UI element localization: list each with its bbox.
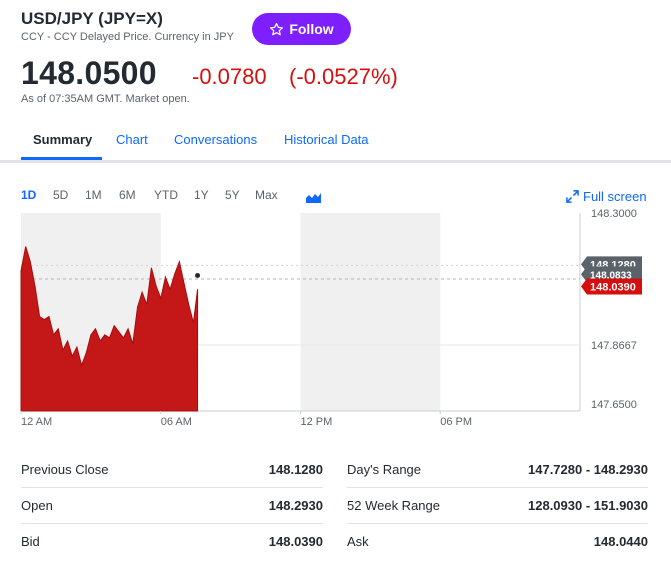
range-1m[interactable]: 1M xyxy=(85,188,102,202)
stat-label-52-week-range: 52 Week Range xyxy=(347,498,440,513)
page-title: USD/JPY (JPY=X) xyxy=(21,9,163,28)
session-band xyxy=(300,213,441,411)
stat-divider xyxy=(347,487,648,488)
stat-label-previous-close: Previous Close xyxy=(21,462,109,477)
stat-label-ask: Ask xyxy=(347,534,369,549)
range-5d[interactable]: 5D xyxy=(53,188,69,202)
x-tick-label: 06 PM xyxy=(440,416,472,428)
price-change: -0.0780 xyxy=(192,64,267,89)
market-status: As of 07:35AM GMT. Market open. xyxy=(21,93,190,105)
fullscreen-label: Full screen xyxy=(583,189,647,204)
expand-icon xyxy=(566,190,579,203)
price-flag: 148.0390 xyxy=(581,278,642,295)
stat-value-previous-close: 148.1280 xyxy=(268,462,323,477)
stat-value-days-range: 147.7280 - 148.2930 xyxy=(528,462,648,477)
stat-divider xyxy=(21,523,323,524)
current-price: 148.0500 xyxy=(21,55,157,91)
stat-label-open: Open xyxy=(21,498,53,513)
stat-value-open: 148.2930 xyxy=(268,498,323,513)
stat-divider xyxy=(347,523,648,524)
x-tick-label: 06 AM xyxy=(161,416,192,428)
price-flag-label: 148.0390 xyxy=(590,282,636,294)
range-6m[interactable]: 6M xyxy=(119,188,136,202)
range-max[interactable]: Max xyxy=(255,188,278,202)
stat-label-bid: Bid xyxy=(21,534,40,549)
y-tick-label: 147.8667 xyxy=(591,340,637,352)
follow-button[interactable]: Follow xyxy=(252,13,351,45)
y-tick-label: 147.6500 xyxy=(591,399,637,411)
fullscreen-button[interactable]: Full screen xyxy=(566,189,647,204)
quote-subtitle: CCY - CCY Delayed Price. Currency in JPY xyxy=(21,31,234,43)
tab-historical-data[interactable]: Historical Data xyxy=(284,132,369,147)
last-price-dot xyxy=(195,273,201,279)
x-tick-label: 12 AM xyxy=(21,416,52,428)
tabs-divider xyxy=(0,160,671,163)
range-1d[interactable]: 1D xyxy=(21,188,37,202)
star-icon xyxy=(269,22,284,37)
stat-value-ask: 148.0440 xyxy=(593,534,648,549)
follow-label: Follow xyxy=(289,21,334,37)
stat-value-52-week-range: 128.0930 - 151.9030 xyxy=(528,498,648,513)
price-flag-shape xyxy=(581,266,642,283)
price-chart[interactable]: 12 AM 06 AM 12 PM 06 PM 148.3000 147.8667 147… xyxy=(0,205,671,435)
stat-divider xyxy=(21,487,323,488)
range-5y[interactable]: 5Y xyxy=(225,188,240,202)
price-flag-shape xyxy=(581,278,642,295)
stat-label-days-range: Day's Range xyxy=(347,462,422,477)
price-area-series xyxy=(20,246,199,412)
stat-value-bid: 148.0390 xyxy=(268,534,323,549)
range-ytd[interactable]: YTD xyxy=(154,188,178,202)
tab-chart[interactable]: Chart xyxy=(116,132,148,147)
y-tick-label: 148.3000 xyxy=(591,208,637,220)
price-flag: 148.0833 xyxy=(581,266,642,283)
chart-type-mountain-icon[interactable] xyxy=(306,190,321,208)
x-tick-label: 12 PM xyxy=(301,416,333,428)
active-tab-indicator xyxy=(21,157,102,160)
tab-summary[interactable]: Summary xyxy=(33,132,93,147)
tab-conversations[interactable]: Conversations xyxy=(174,132,258,147)
price-flag-label: 148.0833 xyxy=(590,270,632,281)
range-1y[interactable]: 1Y xyxy=(194,188,209,202)
price-change-percent: (-0.0527%) xyxy=(289,64,398,89)
